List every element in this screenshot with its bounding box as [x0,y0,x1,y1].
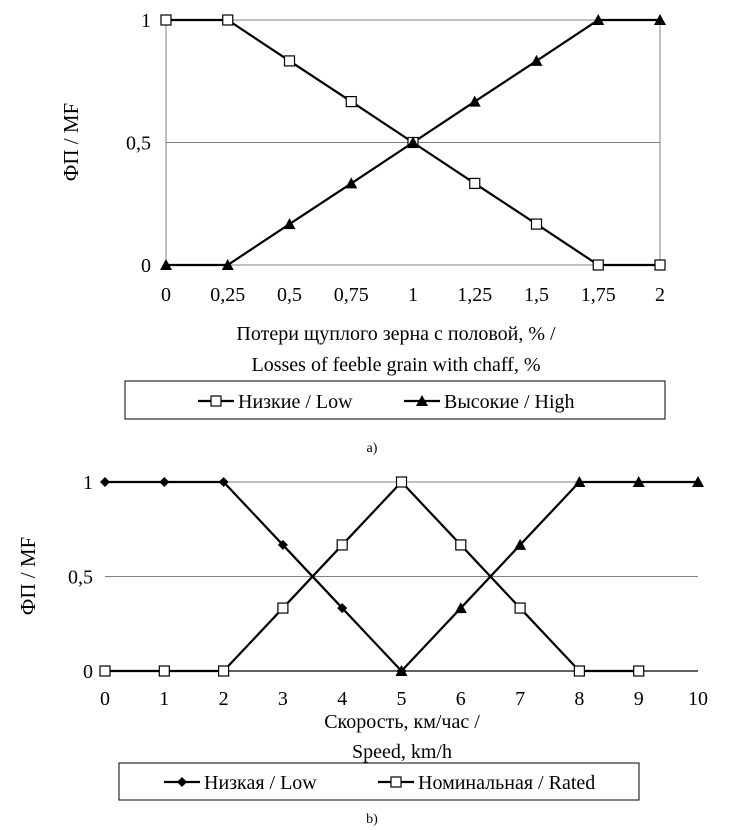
panel-label-b: b) [366,812,378,827]
data-point-b-2 [454,602,467,614]
data-point-b-1 [455,539,467,551]
y-tick-label-b: 0 [83,661,93,683]
data-point-b-1 [158,665,170,677]
y-tick-label-a: 1 [141,10,151,32]
data-point-a-1 [468,95,481,107]
data-point-b-0 [159,477,170,487]
x-tick-label-b: 1 [159,688,169,710]
y-tick-label-a: 0,5 [126,133,151,155]
x-tick-label-a: 1,25 [457,284,492,306]
x-tick-label-a: 0,75 [334,284,369,306]
data-point-b-1 [218,665,230,677]
data-point-b-0 [277,539,288,550]
data-point-a-0 [530,218,543,230]
x-tick-label-b: 7 [515,688,525,710]
x-tick-label-b: 3 [278,688,288,710]
legend-marker-a-0 [210,395,222,407]
x-tick-label-b: 2 [219,688,229,710]
data-point-b-1 [633,665,645,677]
data-point-a-0 [345,95,357,108]
y-axis-label-b: ФП / MF [16,537,40,615]
data-point-b-1 [395,476,408,488]
legend-label-a-0: Низкие / Low [238,391,353,413]
data-point-a-0 [469,177,481,190]
x-tick-label-a: 0,25 [210,284,245,306]
x-tick-label-b: 4 [337,688,347,710]
panel-label-a: a) [367,441,378,456]
data-point-a-0 [222,14,234,26]
data-point-b-0 [337,603,348,614]
data-point-a-1 [530,54,543,66]
data-point-a-1 [160,259,172,270]
x-tick-label-a: 0,5 [277,284,302,306]
chart-a: 00,51 0 0,25 0,5 0,75 1 1,25 1,5 1,75 2 ФП / MF … [59,10,666,456]
data-point-a-1 [407,136,419,148]
data-point-b-0 [218,477,229,487]
x-tick-label-a: 2 [655,284,665,306]
y-tick-label-a: 0 [141,255,151,277]
data-point-a-1 [654,14,666,25]
data-point-a-1 [345,177,358,189]
data-point-b-1 [573,665,586,677]
y-axis-label-a: ФП / MF [59,103,83,181]
x-tick-label-b: 10 [688,688,708,710]
data-point-a-1 [592,14,605,25]
chart-b: 0 0,5 1 0 1 2 3 4 5 6 7 8 9 10 ФП / MF Скорость, км/… [16,472,708,827]
y-tick-label-b: 0,5 [68,567,93,589]
x-tick-label-b: 5 [397,688,407,710]
legend-label-b-1: Номинальная / Rated [418,772,595,794]
x-axis-label-b-line1: Скорость, км/час / [324,711,480,733]
x-tick-label-a: 1,5 [524,284,549,306]
data-point-a-1 [283,218,296,230]
data-point-b-1 [277,602,289,614]
x-axis-label-a-line1: Потери щуплого зерна с половой, % / [236,323,556,345]
data-point-a-0 [592,259,604,271]
data-point-a-0 [283,55,296,67]
data-point-a-0 [160,14,172,26]
x-axis-label-a-line2: Losses of feeble grain with chaff, % [252,354,541,376]
x-tick-label-a: 1 [408,284,418,306]
x-tick-label-b: 9 [634,688,644,710]
data-point-b-2 [632,476,645,487]
data-point-b-2 [573,476,586,487]
y-tick-label-b: 1 [83,472,93,494]
data-point-a-0 [654,259,666,271]
x-axis-label-b-line2: Speed, km/h [352,741,452,763]
series-line-b-0 [105,480,403,672]
data-point-b-2 [395,665,408,676]
x-tick-label-a: 1,75 [581,284,616,306]
legend-marker-a-1 [416,395,428,406]
legend-label-a-1: Высокие / High [444,391,575,413]
x-tick-label-b: 6 [456,688,466,710]
legend-label-b-0: Низкая / Low [204,772,317,794]
data-point-a-1 [221,259,234,270]
series-line-b-1 [105,480,639,673]
data-point-b-1 [99,665,111,677]
data-point-b-0 [100,477,110,487]
data-point-b-1 [514,602,526,614]
data-point-b-2 [514,538,527,550]
x-tick-label-a: 0 [161,284,171,306]
x-tick-label-b: 0 [100,688,110,710]
legend-marker-b-0 [177,777,187,787]
data-point-b-1 [336,539,348,551]
data-point-b-2 [692,476,704,487]
series-line-b-2 [400,480,698,672]
legend-marker-b-1 [390,776,402,788]
x-tick-label-b: 8 [574,688,584,710]
